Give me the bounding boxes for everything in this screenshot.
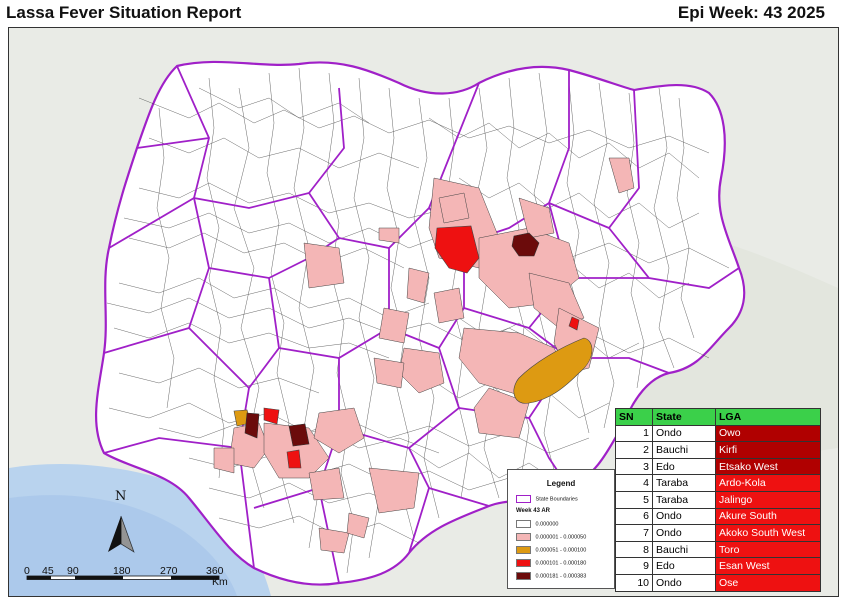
legend-class-label: 0.000101 - 0.000180 (535, 560, 587, 567)
header-state: State (652, 408, 716, 426)
row-lga: Jalingo (715, 490, 821, 509)
map-legend: Legend State Boundaries Week 43 AR 0.000… (507, 469, 615, 589)
row-lga: Ardo-Kola (715, 474, 821, 492)
legend-boundary-label: State Boundaries (535, 496, 578, 503)
legend-class-label: 0.000051 - 0.000100 (535, 547, 587, 554)
row-state: Taraba (652, 490, 716, 509)
legend-class-swatch (516, 559, 531, 567)
legend-class-label: 0.000181 - 0.000383 (535, 573, 587, 580)
row-sn: 1 (615, 424, 653, 443)
legend-class-swatch (516, 533, 531, 541)
row-state: Ondo (652, 424, 716, 443)
row-sn: 5 (615, 490, 653, 509)
table-row: 10 Ondo Ose (615, 573, 821, 592)
table-row: 1 Ondo Owo (615, 424, 821, 443)
row-lga: Ose (715, 573, 821, 592)
row-sn: 4 (615, 474, 653, 492)
epi-week-label: Epi Week: 43 2025 (677, 3, 825, 22)
legend-class-label: 0.000001 - 0.000050 (535, 534, 587, 541)
table-row: 6 Ondo Akure South (615, 507, 821, 526)
row-sn: 8 (615, 540, 653, 559)
legend-class-swatch (516, 546, 531, 554)
legend-class-row: 0.000101 - 0.000180 (516, 559, 586, 567)
table-row: 2 Bauchi Kirfi (615, 441, 821, 459)
row-state: Bauchi (652, 540, 716, 559)
row-lga: Akure South (715, 507, 821, 526)
table-row: 4 Taraba Ardo-Kola (615, 474, 821, 492)
report-title: Lassa Fever Situation Report (6, 3, 242, 22)
table-row: 8 Bauchi Toro (615, 540, 821, 559)
row-lga: Esan West (715, 557, 821, 575)
scale-bar (26, 575, 220, 580)
map-frame[interactable]: N 0 45 90 180 270 360 Km (8, 27, 839, 597)
row-state: Edo (652, 457, 716, 476)
row-state: Edo (652, 557, 716, 575)
row-lga: Etsako West (715, 457, 821, 476)
table-row: 5 Taraba Jalingo (615, 490, 821, 509)
legend-boundary-row: State Boundaries (516, 495, 578, 503)
table-row: 3 Edo Etsako West (615, 457, 821, 476)
legend-class-row: 0.000000 (516, 520, 558, 528)
scale-label-270: 270 (160, 565, 178, 577)
row-sn: 7 (615, 524, 653, 542)
table-row: 9 Edo Esan West (615, 557, 821, 575)
scale-label-0: 0 (24, 565, 30, 577)
header-sn: SN (615, 408, 653, 426)
header-lga: LGA (715, 408, 821, 426)
row-lga: Owo (715, 424, 821, 443)
legend-class-swatch (516, 520, 531, 528)
legend-class-row: 0.000181 - 0.000383 (516, 572, 586, 580)
legend-class-row: 0.000001 - 0.000050 (516, 533, 586, 541)
affected-high (263, 225, 580, 469)
row-sn: 10 (615, 573, 653, 592)
legend-boundary-swatch (516, 495, 531, 503)
row-lga: Toro (715, 540, 821, 559)
scale-label-45: 45 (42, 565, 54, 577)
legend-title: Legend (546, 479, 576, 488)
scale-label-90: 90 (67, 565, 79, 577)
affected-low (213, 157, 635, 554)
table-row: 7 Ondo Akoko South West (615, 524, 821, 542)
scale-label-360: 360 (206, 565, 224, 577)
row-state: Ondo (652, 524, 716, 542)
legend-subtitle: Week 43 AR (516, 508, 551, 514)
legend-class-swatch (516, 572, 531, 580)
row-sn: 9 (615, 557, 653, 575)
row-state: Ondo (652, 573, 716, 592)
legend-class-row: 0.000051 - 0.000100 (516, 546, 586, 554)
row-state: Bauchi (652, 441, 716, 459)
affected-very-high (244, 232, 540, 447)
north-label: N (115, 489, 127, 504)
row-lga: Kirfi (715, 441, 821, 459)
table-header-row: SN State LGA (615, 408, 821, 426)
row-lga: Akoko South West (715, 524, 821, 542)
scale-label-180: 180 (113, 565, 131, 577)
row-sn: 6 (615, 507, 653, 526)
row-sn: 2 (615, 441, 653, 459)
scale-unit: Km (212, 576, 228, 588)
legend-class-label: 0.000000 (535, 521, 559, 528)
north-arrow-icon (108, 515, 135, 553)
row-sn: 3 (615, 457, 653, 476)
row-state: Ondo (652, 507, 716, 526)
top-lga-table: SN State LGA 1 Ondo Owo 2 Bauchi Kirfi 3… (615, 408, 821, 592)
row-state: Taraba (652, 474, 716, 492)
